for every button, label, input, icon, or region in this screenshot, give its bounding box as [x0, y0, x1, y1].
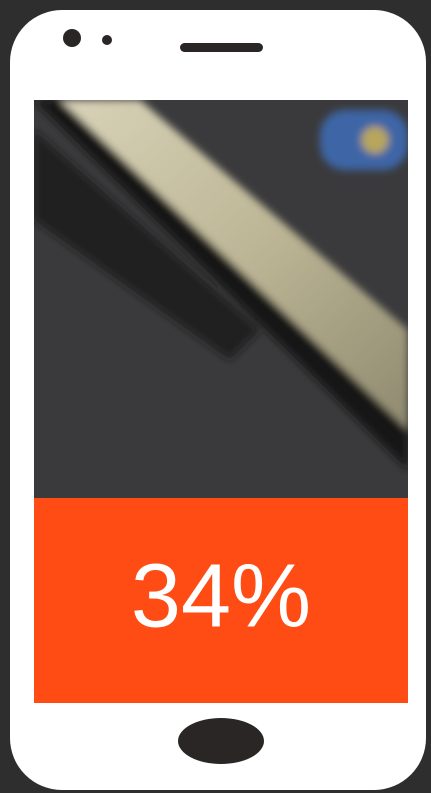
value-label: 34% [131, 546, 311, 646]
sensor [102, 35, 112, 45]
speaker [180, 43, 263, 52]
photo-detail [34, 100, 408, 470]
home-button [178, 718, 264, 764]
camera [63, 29, 81, 47]
fill-level [34, 497, 408, 703]
fill-layer: 34% [34, 497, 408, 703]
